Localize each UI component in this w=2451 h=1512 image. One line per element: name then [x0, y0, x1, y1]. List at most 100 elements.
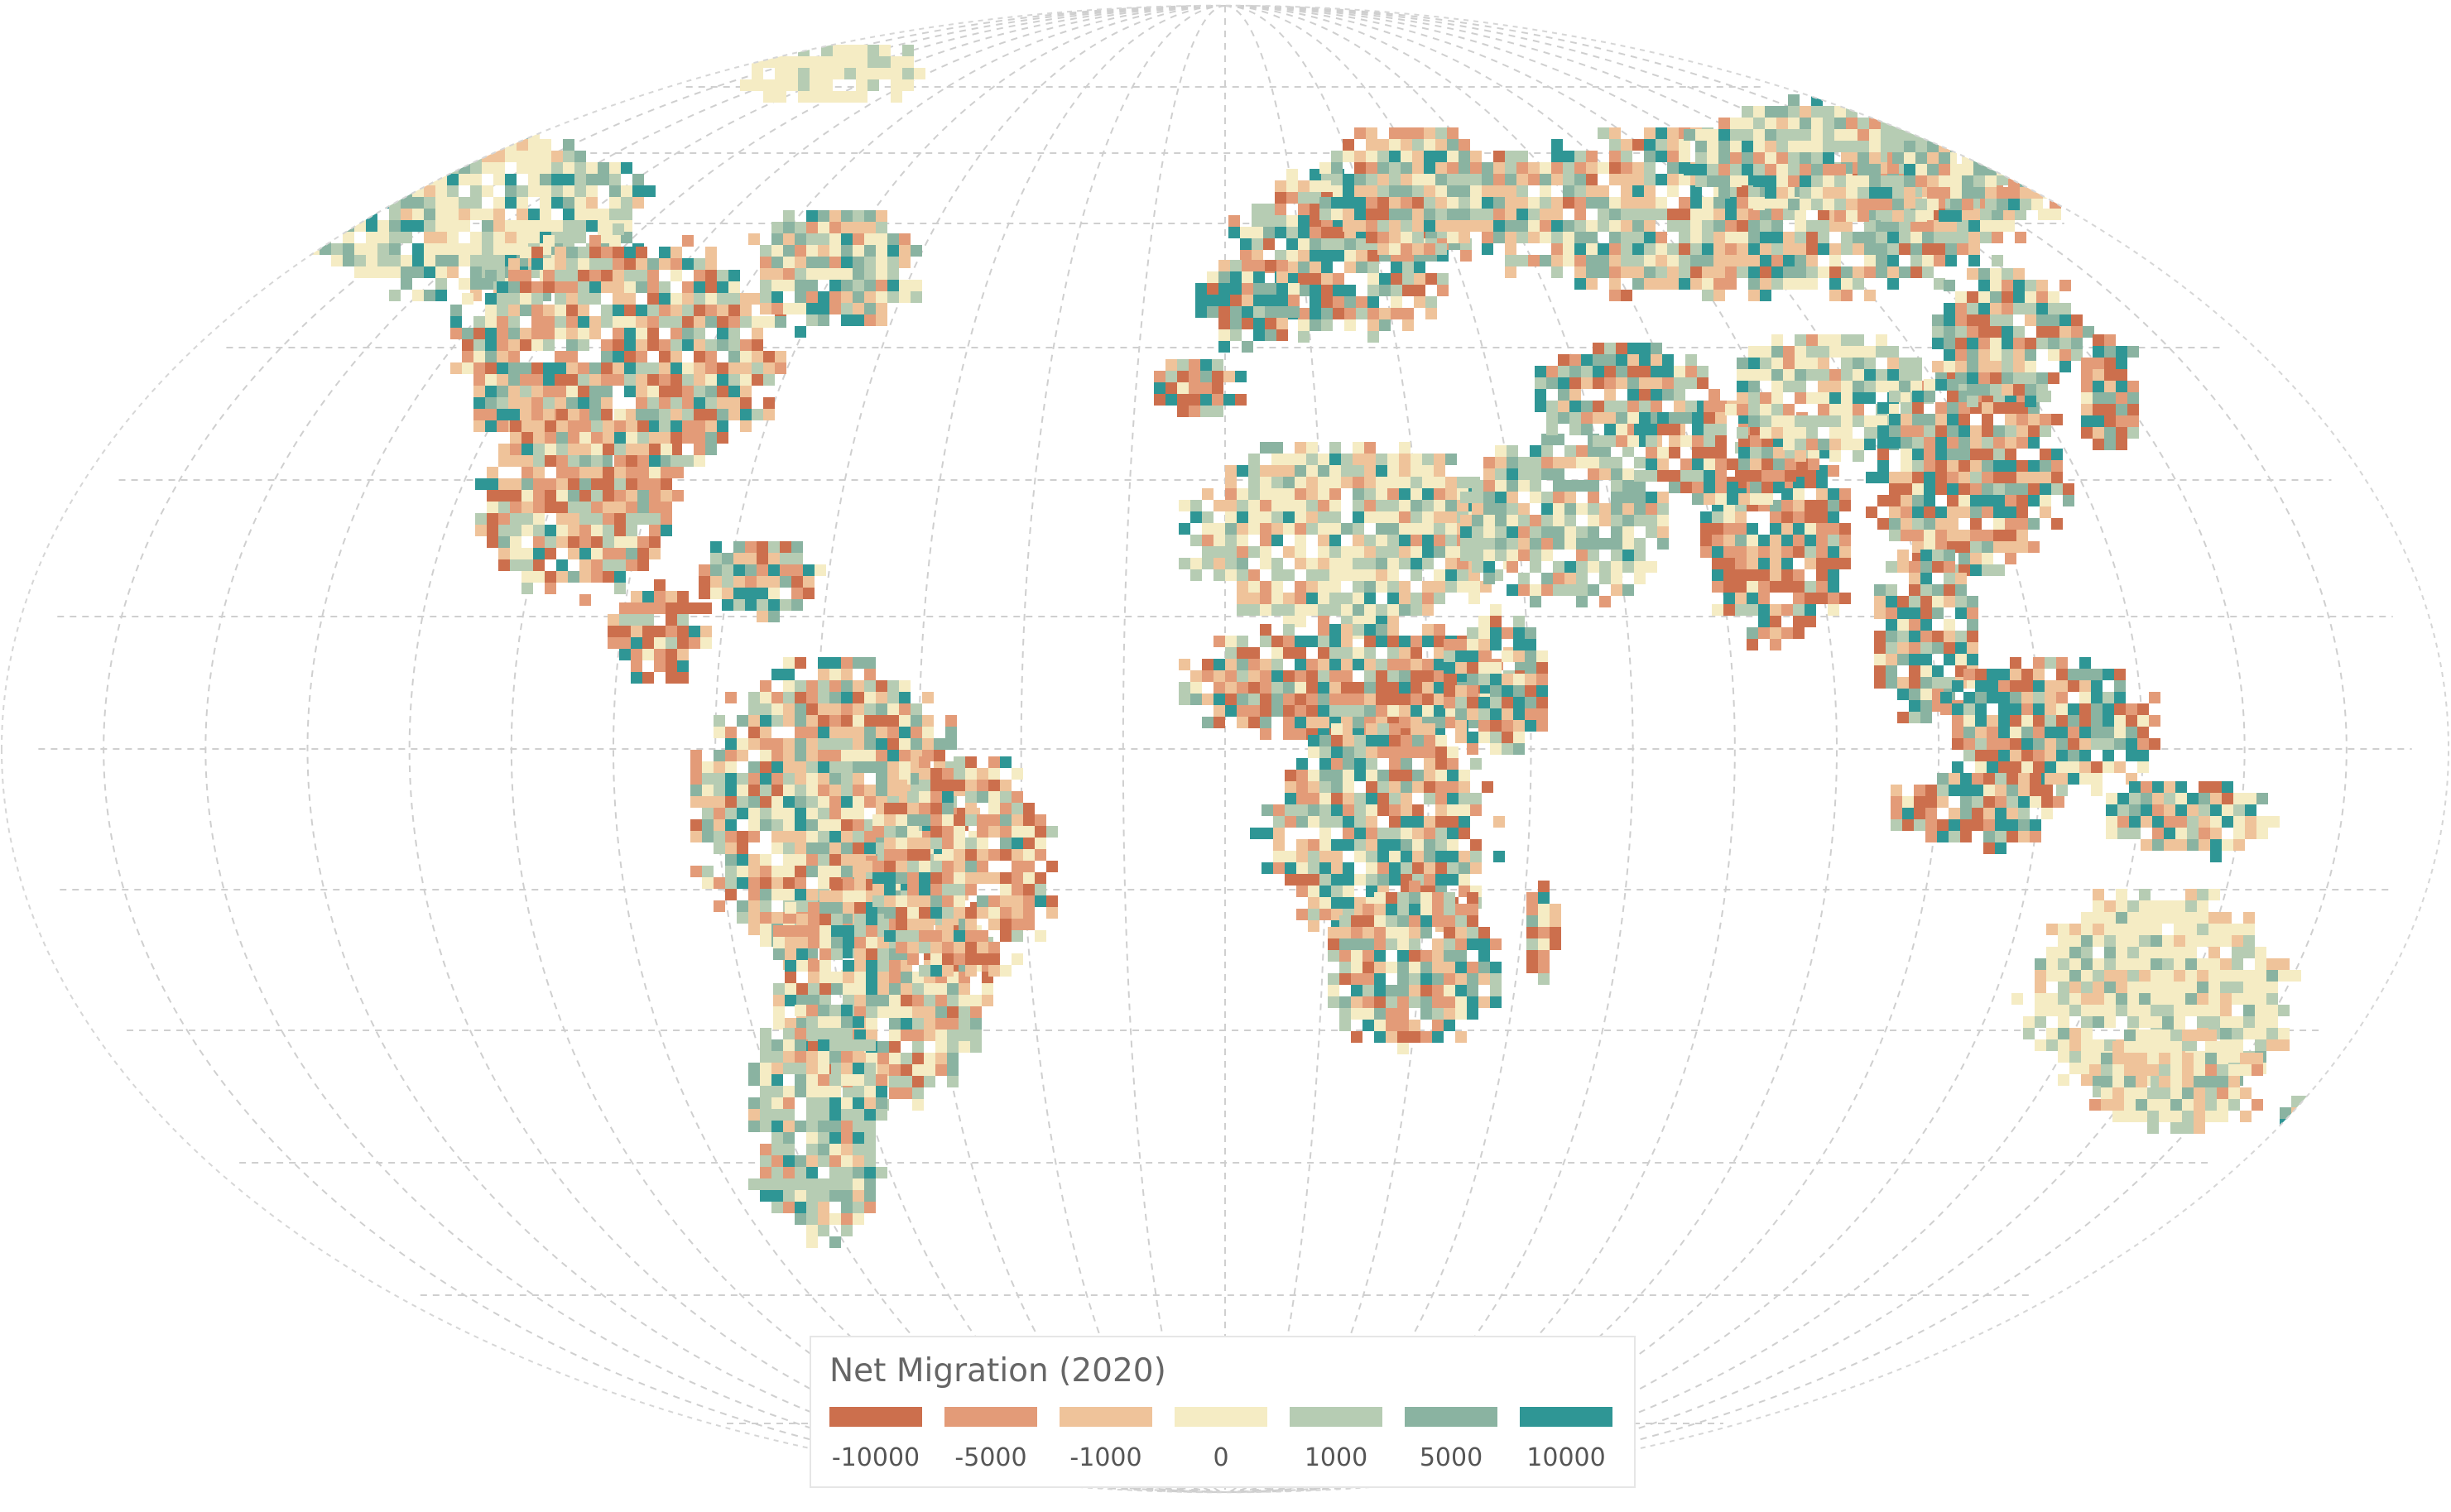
migration-cell: [1354, 185, 1366, 197]
migration-cell: [589, 362, 601, 374]
migration-cell: [482, 185, 493, 197]
migration-cell: [1285, 862, 1296, 874]
migration-cell: [505, 185, 517, 197]
migration-cell: [1507, 538, 1518, 550]
migration-cell: [818, 715, 829, 727]
migration-cell: [2015, 209, 2026, 220]
migration-cell: [1818, 266, 1829, 278]
migration-cell: [1386, 962, 1397, 973]
migration-cell: [636, 351, 647, 362]
migration-cell: [1387, 604, 1399, 616]
migration-cell: [540, 209, 551, 220]
migration-cell: [2015, 232, 2026, 243]
migration-cell: [771, 669, 783, 680]
migration-cell: [1377, 151, 1389, 162]
migration-cell: [1012, 826, 1023, 838]
migration-cell: [1760, 232, 1771, 243]
migration-cell: [637, 455, 649, 467]
migration-cell: [1564, 561, 1576, 573]
migration-cell: [1457, 477, 1468, 488]
migration-cell: [485, 339, 497, 351]
migration-cell: [1260, 694, 1271, 705]
migration-cell: [1401, 127, 1412, 139]
migration-cell: [2055, 164, 2066, 175]
migration-cell: [1399, 465, 1411, 477]
migration-cell: [965, 907, 977, 919]
migration-cell: [841, 715, 853, 727]
migration-cell: [1389, 723, 1401, 735]
migration-cell: [896, 907, 907, 919]
migration-cell: [1656, 243, 1667, 255]
migration-cell: [791, 599, 803, 611]
migration-cell: [864, 738, 876, 750]
migration-cell: [401, 220, 412, 232]
migration-cell: [1213, 694, 1225, 705]
migration-cell: [843, 1087, 854, 1099]
migration-cell: [555, 374, 566, 386]
migration-cell: [2066, 141, 2078, 152]
migration-cell: [1351, 1008, 1362, 1020]
migration-cell: [1319, 897, 1331, 909]
migration-cell: [517, 185, 528, 197]
migration-cell: [1318, 670, 1329, 682]
migration-cell: [705, 258, 717, 270]
migration-cell: [389, 232, 401, 243]
migration-cell: [1425, 296, 1437, 308]
migration-cell: [806, 773, 818, 785]
migration-cell: [1621, 290, 1632, 301]
migration-cell: [487, 525, 498, 536]
migration-cell: [1389, 851, 1401, 862]
migration-cell: [1707, 152, 1718, 164]
migration-cell: [401, 151, 412, 162]
migration-cell: [578, 247, 589, 258]
migration-cell: [1422, 604, 1434, 616]
migration-cell: [930, 965, 942, 977]
migration-cell: [1366, 874, 1377, 886]
migration-cell: [760, 924, 771, 935]
migration-cell: [647, 270, 659, 281]
migration-cell: [1273, 862, 1285, 874]
migration-cell: [613, 258, 624, 270]
migration-cell: [366, 220, 377, 232]
migration-cell: [1023, 861, 1035, 872]
migration-cell: [722, 564, 733, 576]
migration-cell: [1377, 839, 1389, 851]
migration-cell: [1248, 488, 1260, 500]
migration-cell: [624, 316, 636, 328]
migration-cell: [1306, 569, 1318, 581]
migration-cell: [884, 849, 896, 861]
migration-cell: [1331, 209, 1343, 220]
migration-cell: [377, 162, 389, 174]
migration-cell: [833, 91, 844, 103]
migration-cell: [636, 397, 647, 409]
migration-cell: [1213, 558, 1225, 569]
migration-cell: [841, 1202, 853, 1213]
migration-cell: [354, 151, 366, 162]
migration-cell: [1271, 535, 1283, 546]
migration-cell: [1563, 197, 1574, 209]
migration-cell: [1760, 290, 1771, 301]
migration-cell: [1399, 546, 1411, 558]
migration-cell: [864, 280, 876, 291]
migration-cell: [705, 432, 717, 444]
migration-cell: [1869, 164, 1881, 175]
migration-cell: [1212, 382, 1223, 394]
migration-cell: [377, 266, 389, 278]
migration-cell: [285, 185, 296, 197]
migration-cell: [1422, 511, 1434, 523]
migration-cell: [1189, 406, 1200, 417]
migration-cell: [1389, 139, 1401, 151]
migration-cell: [841, 1109, 853, 1121]
migration-cell: [412, 174, 424, 185]
migration-cell: [841, 1155, 853, 1167]
migration-cell: [965, 919, 977, 930]
migration-cell: [1656, 266, 1667, 278]
migration-cell: [1632, 185, 1644, 197]
migration-cell: [783, 303, 795, 314]
migration-cell: [1000, 803, 1012, 814]
migration-cell: [1364, 442, 1376, 454]
migration-cell: [632, 185, 644, 197]
migration-cell: [485, 293, 497, 305]
migration-cell: [447, 197, 459, 209]
migration-cell: [889, 1087, 901, 1099]
